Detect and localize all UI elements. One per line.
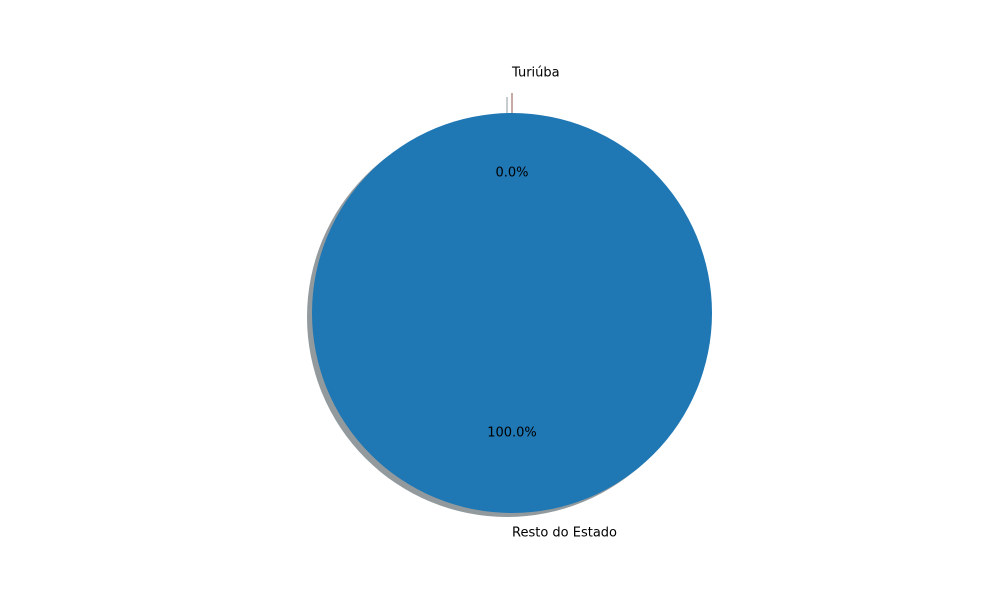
category-label-resto-do-estado: Resto do Estado: [512, 526, 617, 541]
pie-label-layer: Turiúba 0.0% Resto do Estado 100.0%: [487, 66, 617, 541]
percent-label-turiuba: 0.0%: [495, 166, 528, 181]
category-label-turiuba: Turiúba: [511, 66, 560, 81]
pie-slice-layer: [312, 93, 712, 513]
pie-slice-resto-do-estado: [312, 113, 712, 513]
percent-label-resto-do-estado: 100.0%: [487, 426, 537, 441]
